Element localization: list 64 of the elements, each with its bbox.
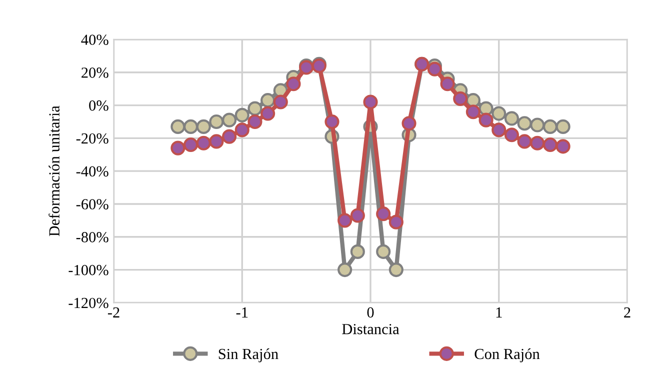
x-tick-label: 0 xyxy=(367,307,374,318)
y-tick-label: -100% xyxy=(68,264,108,276)
y-tick-label: -120% xyxy=(68,298,108,308)
point xyxy=(234,122,250,138)
point xyxy=(170,119,186,134)
point xyxy=(183,119,198,134)
x-tick-label: 2 xyxy=(624,307,630,318)
point xyxy=(350,244,365,259)
point xyxy=(478,112,494,128)
point xyxy=(363,94,378,110)
y-tick-label: -80% xyxy=(76,232,108,242)
y-tick-label: 0% xyxy=(89,100,108,111)
y-tick-label: -40% xyxy=(76,166,108,177)
point xyxy=(209,114,224,130)
point xyxy=(222,112,237,128)
y-axis-title: Deformación unitaria xyxy=(48,106,60,236)
point xyxy=(440,76,455,92)
point xyxy=(196,136,211,150)
point xyxy=(260,93,276,108)
point xyxy=(350,208,365,223)
point xyxy=(183,137,198,152)
point xyxy=(492,106,506,121)
point xyxy=(234,108,250,122)
point xyxy=(427,62,442,76)
point xyxy=(376,206,391,222)
point xyxy=(209,134,224,149)
point xyxy=(222,129,237,144)
point xyxy=(338,213,352,228)
point xyxy=(492,122,506,138)
point xyxy=(170,140,186,156)
point xyxy=(338,262,352,278)
x-tick-label: 1 xyxy=(496,307,502,318)
point xyxy=(273,94,288,110)
x-tick-label: -2 xyxy=(108,307,120,318)
point xyxy=(453,91,468,106)
point xyxy=(542,137,558,152)
legend-label: Con Rajón xyxy=(474,348,540,362)
point xyxy=(530,136,545,150)
point xyxy=(402,116,416,131)
point xyxy=(542,119,558,134)
point xyxy=(556,139,570,154)
point xyxy=(556,119,570,134)
point xyxy=(530,118,545,132)
y-tick-label: -60% xyxy=(76,199,108,210)
x-tick-label: -1 xyxy=(236,307,248,318)
legend-label: Sin Rajón xyxy=(218,348,278,362)
point xyxy=(260,106,276,121)
point xyxy=(504,111,520,126)
point xyxy=(324,114,340,130)
point xyxy=(517,134,532,149)
y-tick-label: -20% xyxy=(76,133,108,144)
point xyxy=(376,244,391,259)
point xyxy=(388,214,404,230)
point xyxy=(286,76,301,92)
point xyxy=(248,101,262,116)
y-tick-label: 20% xyxy=(82,68,108,78)
x-axis-title: Distancia xyxy=(342,324,400,334)
y-tick-label: 40% xyxy=(81,34,108,45)
point xyxy=(248,114,262,130)
point xyxy=(466,104,480,120)
point xyxy=(388,262,404,278)
point xyxy=(196,119,211,134)
point xyxy=(517,116,532,131)
point xyxy=(504,128,520,142)
